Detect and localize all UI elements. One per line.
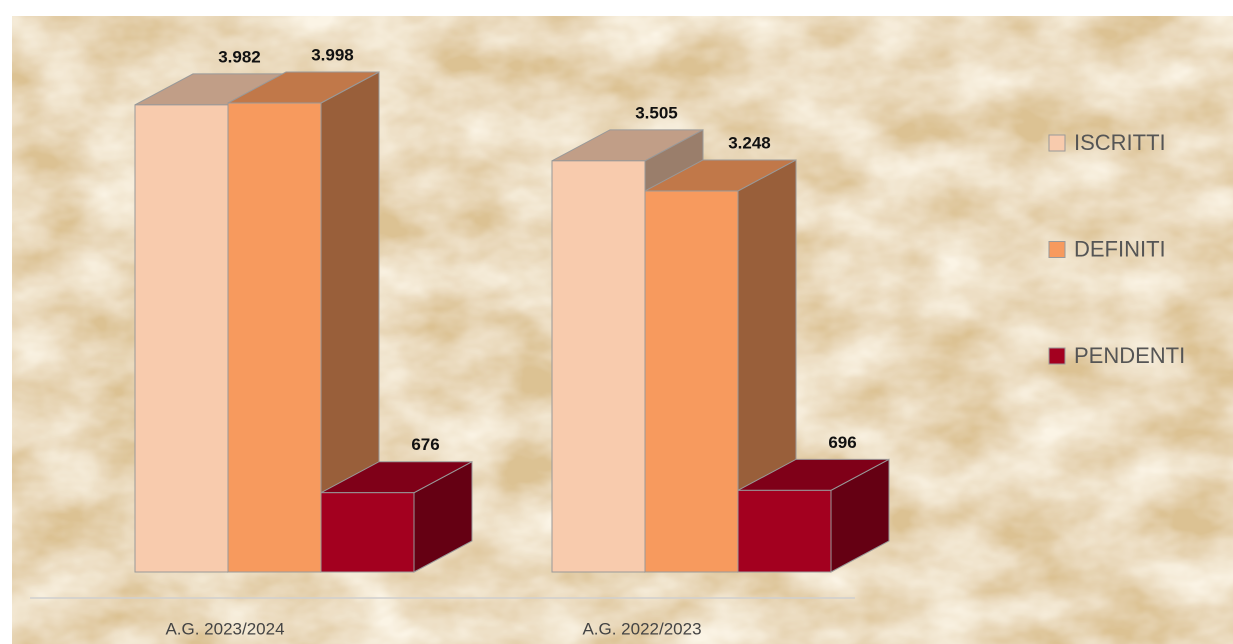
legend-label: ISCRITTI (1074, 130, 1166, 155)
legend-label: DEFINITI (1074, 236, 1166, 261)
x-tick-label: A.G. 2023/2024 (165, 619, 284, 638)
value-label: 676 (411, 435, 439, 454)
bar (320, 460, 473, 573)
legend-swatch (1048, 347, 1066, 365)
value-label: 3.998 (311, 45, 354, 64)
value-label: 3.248 (728, 133, 771, 152)
legend-label: PENDENTI (1074, 343, 1185, 368)
bar-front (320, 492, 415, 573)
bar (737, 458, 890, 573)
bar-front (227, 102, 322, 573)
plot: 3.982 3.998 676 A.G. 2023/2024 3.505 3.248 696… (134, 45, 1185, 638)
legend-swatch (1048, 241, 1066, 258)
bar-front (737, 489, 832, 573)
bar-front (134, 104, 229, 573)
value-label: 3.982 (218, 47, 261, 66)
bar-front (644, 190, 739, 573)
x-tick-label: A.G. 2022/2023 (582, 619, 701, 638)
value-label: 696 (828, 433, 856, 452)
bar (227, 71, 380, 573)
legend-swatch (1048, 134, 1066, 152)
value-label: 3.505 (635, 103, 678, 122)
bar-front (551, 160, 646, 573)
